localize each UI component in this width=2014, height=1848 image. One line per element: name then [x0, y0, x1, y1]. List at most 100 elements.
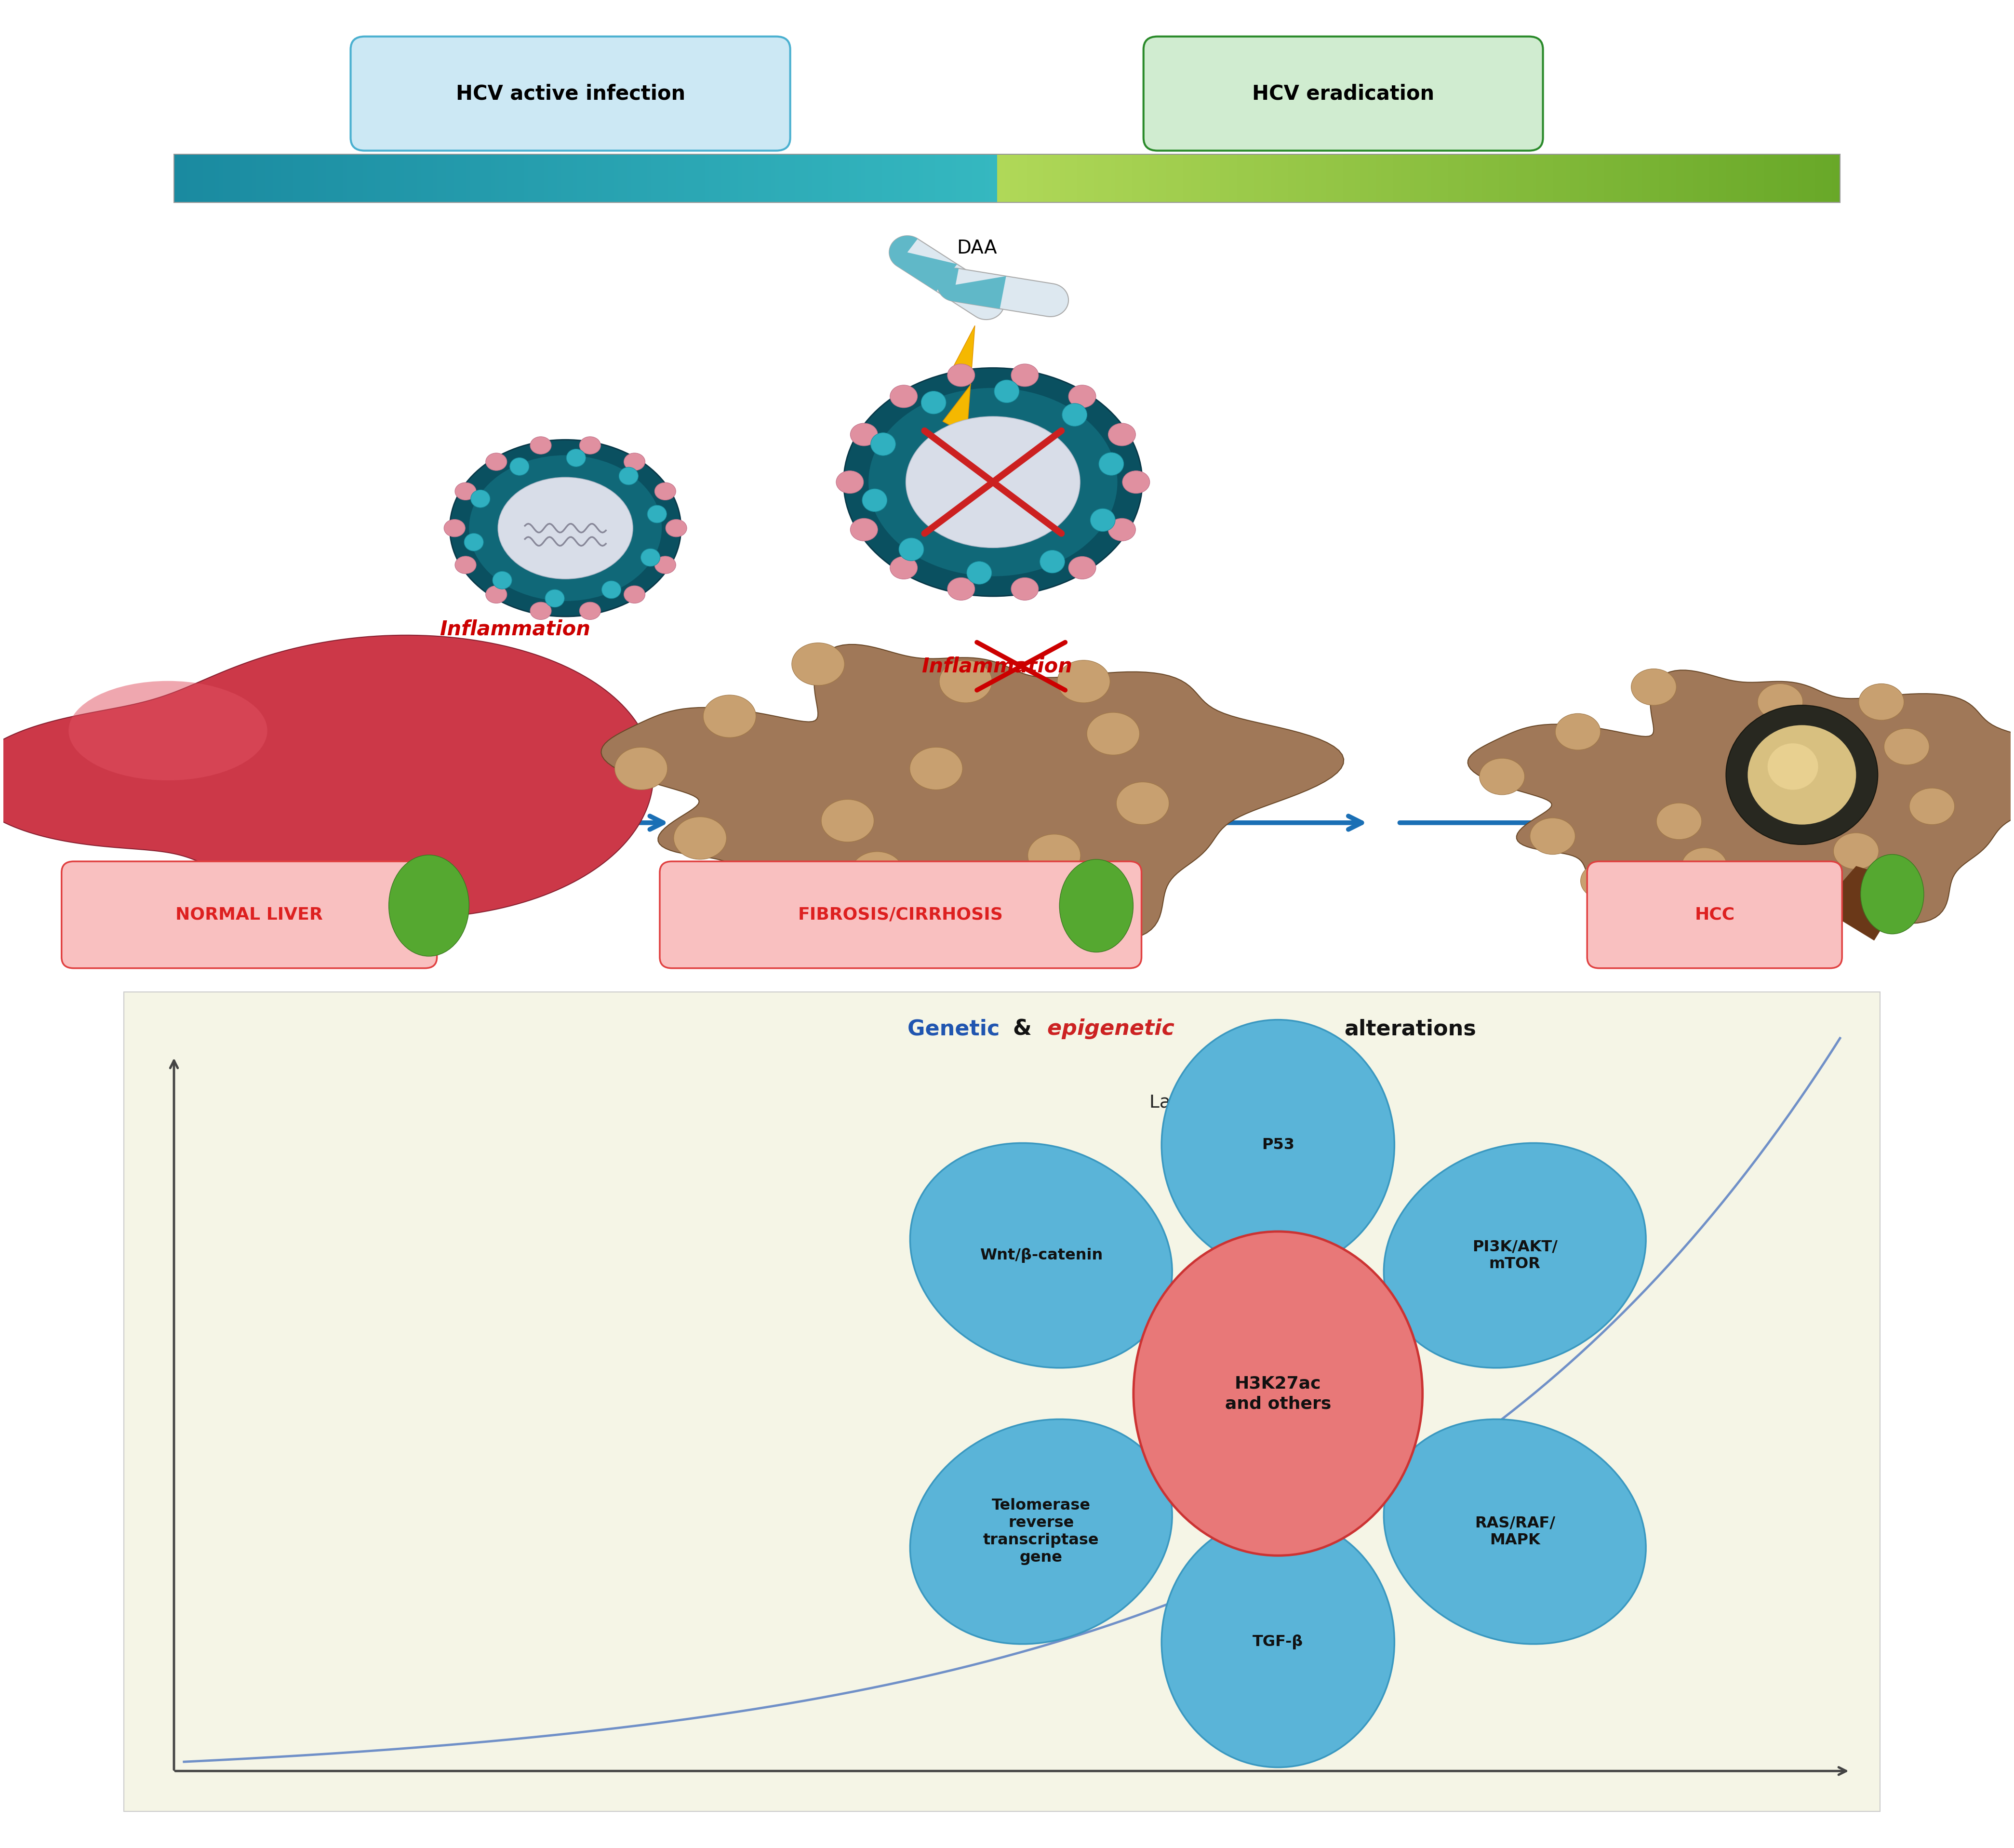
Bar	[1567, 155, 1571, 201]
Bar	[677, 155, 681, 201]
Bar	[1764, 155, 1768, 201]
Circle shape	[862, 490, 886, 512]
Bar	[334, 155, 338, 201]
Bar	[1136, 155, 1140, 201]
Bar	[181, 155, 187, 201]
Bar	[1380, 155, 1386, 201]
Bar	[1734, 155, 1738, 201]
Bar	[173, 155, 1841, 201]
Bar	[1529, 155, 1533, 201]
Bar	[1591, 155, 1595, 201]
Polygon shape	[943, 325, 975, 434]
Bar	[445, 155, 449, 201]
Bar	[1372, 155, 1376, 201]
Bar	[465, 155, 469, 201]
Bar	[1347, 155, 1351, 201]
Bar	[1112, 155, 1116, 201]
Bar	[651, 155, 655, 201]
Bar	[1287, 155, 1293, 201]
Circle shape	[995, 381, 1019, 403]
Bar	[783, 155, 787, 201]
Ellipse shape	[836, 471, 864, 493]
Bar	[1837, 155, 1841, 201]
Circle shape	[1768, 743, 1819, 789]
Bar	[598, 155, 602, 201]
Bar	[626, 155, 630, 201]
Bar	[1583, 155, 1587, 201]
Text: Wnt/β-catenin: Wnt/β-catenin	[979, 1247, 1102, 1262]
Bar	[1186, 155, 1190, 201]
Bar	[260, 155, 264, 201]
Bar	[759, 155, 763, 201]
Bar	[1339, 155, 1343, 201]
Bar	[1208, 155, 1212, 201]
Ellipse shape	[655, 482, 677, 501]
Bar	[338, 155, 342, 201]
Bar	[1561, 155, 1567, 201]
Bar	[606, 155, 610, 201]
Bar	[1406, 155, 1410, 201]
Bar	[385, 155, 389, 201]
Bar	[1498, 155, 1502, 201]
Bar	[1190, 155, 1194, 201]
Bar	[816, 155, 820, 201]
Bar	[1178, 155, 1182, 201]
Bar	[1251, 155, 1255, 201]
Bar	[479, 155, 483, 201]
Ellipse shape	[614, 747, 667, 789]
Bar	[1090, 155, 1094, 201]
Ellipse shape	[1480, 758, 1525, 795]
Bar	[264, 155, 268, 201]
Bar	[306, 155, 310, 201]
Polygon shape	[600, 645, 1343, 941]
Bar	[290, 155, 294, 201]
Bar	[1414, 155, 1418, 201]
Circle shape	[920, 392, 947, 414]
Bar	[1537, 155, 1541, 201]
Bar	[1363, 155, 1368, 201]
Bar	[1684, 155, 1688, 201]
Text: FIBROSIS/CIRRHOSIS: FIBROSIS/CIRRHOSIS	[798, 907, 1003, 922]
Bar	[763, 155, 767, 201]
Bar	[1204, 155, 1208, 201]
Bar	[854, 155, 858, 201]
Bar	[993, 155, 997, 201]
Bar	[1807, 155, 1811, 201]
Bar	[614, 155, 618, 201]
Polygon shape	[890, 237, 957, 292]
Bar	[449, 155, 453, 201]
Bar	[1073, 155, 1077, 201]
Bar	[1158, 155, 1162, 201]
Text: Latenet accumulaiton: Latenet accumulaiton	[1150, 1094, 1345, 1111]
Bar	[701, 155, 705, 201]
Bar	[844, 155, 848, 201]
Bar	[906, 155, 910, 201]
Bar	[413, 155, 417, 201]
Bar	[375, 155, 381, 201]
Bar	[286, 155, 290, 201]
Bar	[1418, 155, 1422, 201]
Bar	[981, 155, 985, 201]
Bar	[499, 155, 504, 201]
Bar	[989, 155, 993, 201]
Ellipse shape	[68, 680, 268, 780]
Ellipse shape	[850, 852, 904, 894]
Bar	[1255, 155, 1259, 201]
Bar	[737, 155, 741, 201]
Bar	[248, 155, 252, 201]
Ellipse shape	[1108, 423, 1136, 445]
Bar	[985, 155, 989, 201]
Bar	[453, 155, 457, 201]
Bar	[441, 155, 445, 201]
Bar	[1013, 155, 1017, 201]
Bar	[874, 155, 878, 201]
Bar	[745, 155, 749, 201]
Bar	[1533, 155, 1537, 201]
Ellipse shape	[485, 453, 508, 471]
Bar	[590, 155, 594, 201]
Bar	[1722, 155, 1726, 201]
Bar	[1756, 155, 1760, 201]
Bar	[1545, 155, 1549, 201]
Ellipse shape	[1122, 471, 1150, 493]
Bar	[1710, 155, 1714, 201]
